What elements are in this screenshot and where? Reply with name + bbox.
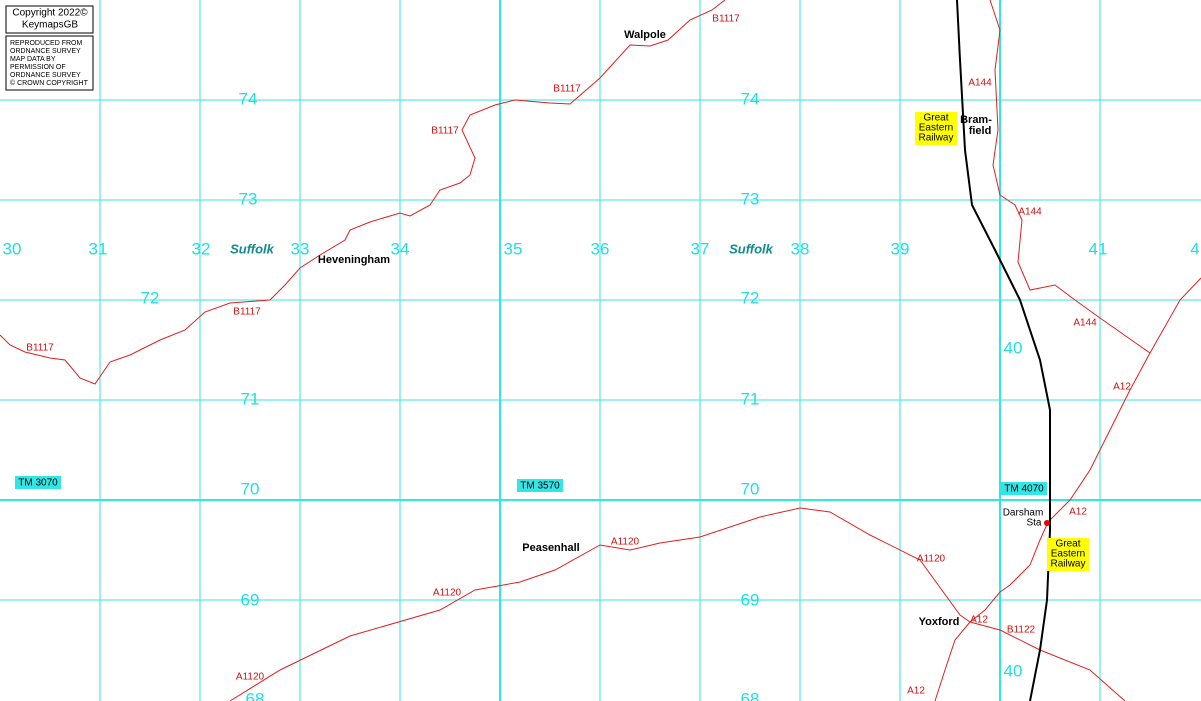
railway-label: Great (923, 113, 948, 124)
notice-text: ORDNANCE SURVEY (10, 72, 81, 79)
place-label: Yoxford (919, 616, 960, 628)
railway-label: Great (1055, 539, 1080, 550)
northing-label: 73 (239, 189, 258, 208)
grid-ref: TM 3070 (18, 478, 58, 489)
road-label: A1120 (917, 554, 946, 565)
northing-label: 72 (141, 288, 160, 307)
road-label: B1122 (1007, 625, 1036, 636)
road-label: A12 (1113, 382, 1131, 393)
road-label: B1117 (553, 84, 581, 95)
easting-label: 40 (1004, 661, 1023, 680)
notice-text: ORDNANCE SURVEY (10, 48, 81, 55)
road-label: A12 (970, 615, 988, 626)
place-label: Peasenhall (522, 542, 579, 554)
easting-label: 33 (291, 239, 310, 258)
easting-label: 37 (691, 239, 710, 258)
railway-label-box (1047, 538, 1089, 571)
copyright-box (5, 5, 94, 34)
railway-label-box (915, 112, 957, 145)
county-label: Suffolk (729, 241, 774, 256)
road-a1120 (229, 507, 971, 701)
labels: Suffolk Suffolk Walpole Heveningham Peas… (15, 14, 1131, 697)
notice-text: © CROWN COPYRIGHT (10, 79, 89, 87)
grid-ref: TM 4070 (1004, 484, 1044, 495)
notice-text: PERMISSION OF (10, 64, 66, 71)
easting-label: 41 (1089, 239, 1108, 258)
easting-label: 30 (3, 239, 22, 258)
easting-label: 31 (89, 239, 108, 258)
copyright-text: KeymapsGB (22, 20, 78, 31)
road-label: A144 (968, 78, 992, 89)
road-label: A144 (1018, 207, 1042, 218)
easting-label: 36 (591, 239, 610, 258)
northing-label: 70 (241, 479, 260, 498)
easting-label: 39 (891, 239, 910, 258)
northing-label: 71 (741, 389, 760, 408)
notice-text: REPRODUCED FROM (10, 40, 83, 47)
northing-label: 72 (741, 288, 760, 307)
place-label: Walpole (624, 29, 666, 41)
northing-label: 69 (741, 590, 760, 609)
road-label: B1117 (26, 343, 54, 354)
notice-box (5, 35, 94, 91)
northing-label: 70 (741, 479, 760, 498)
railway (956, 0, 1051, 701)
road-b1117 (0, 0, 726, 385)
road-label: A1120 (236, 672, 265, 683)
road-label: A144 (1073, 318, 1097, 329)
road-label: B1117 (712, 14, 740, 25)
place-label: Sta (1026, 518, 1041, 529)
northing-label: 73 (741, 189, 760, 208)
road-label: A1120 (433, 588, 462, 599)
copyright: Copyright 2022© KeymapsGB REPRODUCED FRO… (5, 5, 94, 91)
easting-label: 40 (1004, 338, 1023, 357)
road-label: A1120 (611, 537, 640, 548)
county-label: Suffolk (230, 241, 275, 256)
place-label: Bram- (960, 114, 992, 126)
easting-label: 4 (1190, 239, 1199, 258)
road-label: A12 (1069, 507, 1087, 518)
northing-label: 68 (741, 689, 760, 701)
northing-label: 74 (239, 89, 258, 108)
easting-label: 35 (504, 239, 523, 258)
notice-text: MAP DATA BY (10, 56, 56, 63)
road-b1122 (969, 621, 1126, 701)
northing-label: 68 (246, 689, 265, 701)
place-label: field (969, 125, 992, 137)
place-label: Darsham (1003, 508, 1044, 519)
easting-label: 32 (192, 239, 211, 258)
road-label: A12 (907, 686, 925, 697)
grid-ref-box (15, 476, 61, 489)
railway-label: Eastern (919, 123, 953, 134)
railway-label: Eastern (1051, 549, 1085, 560)
grid-ref: TM 3570 (520, 481, 560, 492)
road-a12 (934, 277, 1201, 701)
railway-label: Railway (1050, 559, 1085, 570)
grid-ref-box (517, 479, 563, 492)
station (1044, 520, 1050, 526)
grid-numbers: 30 31 32 33 34 35 36 37 38 39 41 4 40 40… (3, 89, 1200, 701)
road-label: B1117 (431, 126, 459, 137)
copyright-text: Copyright 2022© (12, 8, 88, 19)
northing-label: 74 (741, 89, 760, 108)
easting-label: 34 (391, 239, 410, 258)
place-label: Heveningham (318, 254, 390, 266)
grid-ref-box (1001, 482, 1047, 495)
road-label: B1117 (233, 307, 261, 318)
road-a144 (989, 0, 1151, 354)
northing-label: 71 (241, 389, 260, 408)
easting-label: 38 (791, 239, 810, 258)
northing-label: 69 (241, 590, 260, 609)
railway-label: Railway (918, 133, 953, 144)
